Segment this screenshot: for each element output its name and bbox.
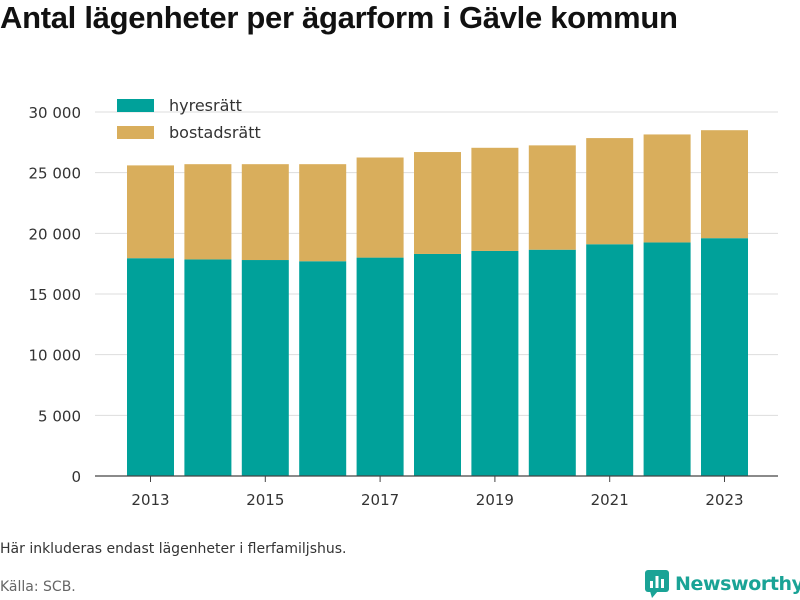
y-tick-label: 0 bbox=[71, 468, 81, 486]
bar-hyresratt bbox=[299, 261, 347, 476]
x-axis: 2013 2015 2017 2019 2021 2023 bbox=[95, 475, 778, 509]
y-tick-label: 10 000 bbox=[29, 347, 82, 365]
x-tick-label: 2021 bbox=[591, 491, 629, 509]
bar-bostadsratt bbox=[184, 164, 232, 260]
bar-bostadsratt bbox=[127, 165, 174, 259]
y-tick-label: 20 000 bbox=[29, 225, 82, 243]
bar-bostadsratt bbox=[528, 145, 576, 250]
bar-hyresratt bbox=[356, 257, 404, 476]
bar-bostadsratt bbox=[471, 147, 519, 251]
y-tick-label: 5 000 bbox=[38, 407, 81, 425]
bar-hyresratt bbox=[241, 260, 289, 476]
bar-hyresratt bbox=[643, 242, 691, 476]
bar-chart-speech-bubble-icon bbox=[645, 570, 669, 598]
bars bbox=[127, 130, 748, 476]
y-tick-label: 25 000 bbox=[29, 165, 82, 183]
bar-bostadsratt bbox=[643, 134, 691, 243]
bar-bostadsratt bbox=[586, 138, 634, 245]
x-tick-label: 2015 bbox=[246, 491, 284, 509]
bar-hyresratt bbox=[127, 258, 174, 476]
bar-bostadsratt bbox=[241, 164, 289, 261]
x-tick-label: 2013 bbox=[131, 491, 169, 509]
bar-bostadsratt bbox=[299, 164, 347, 262]
bar-hyresratt bbox=[586, 244, 634, 476]
y-axis: 0 5 000 10 000 15 000 20 000 25 000 30 000 bbox=[29, 104, 82, 486]
brand-name: Newsworthy bbox=[675, 573, 800, 595]
newsworthy-logo[interactable]: Newsworthy bbox=[645, 570, 800, 598]
source-text: Källa: SCB. bbox=[0, 579, 76, 595]
chart-note: Här inkluderas endast lägenheter i flerf… bbox=[0, 541, 347, 557]
bar-hyresratt bbox=[414, 253, 461, 476]
legend-label: bostadsrätt bbox=[169, 123, 261, 142]
y-tick-label: 30 000 bbox=[29, 104, 82, 122]
stacked-bar-chart: 0 5 000 10 000 15 000 20 000 25 000 30 000 201… bbox=[29, 96, 778, 509]
legend: hyresrätt bostadsrätt bbox=[117, 96, 261, 142]
y-tick-label: 15 000 bbox=[29, 286, 82, 304]
bar-bostadsratt bbox=[356, 157, 404, 258]
bar-hyresratt bbox=[528, 249, 576, 476]
legend-label: hyresrätt bbox=[169, 96, 242, 115]
legend-swatch bbox=[117, 99, 154, 112]
chart-title: Antal lägenheter per ägarform i Gävle ko… bbox=[0, 0, 678, 35]
bar-hyresratt bbox=[471, 250, 519, 476]
bar-hyresratt bbox=[184, 259, 232, 476]
x-tick-label: 2019 bbox=[476, 491, 514, 509]
x-tick-label: 2023 bbox=[705, 491, 743, 509]
bar-bostadsratt bbox=[414, 152, 461, 254]
bar-bostadsratt bbox=[701, 130, 748, 239]
legend-swatch bbox=[117, 126, 154, 139]
x-tick-label: 2017 bbox=[361, 491, 399, 509]
bar-hyresratt bbox=[701, 238, 748, 476]
